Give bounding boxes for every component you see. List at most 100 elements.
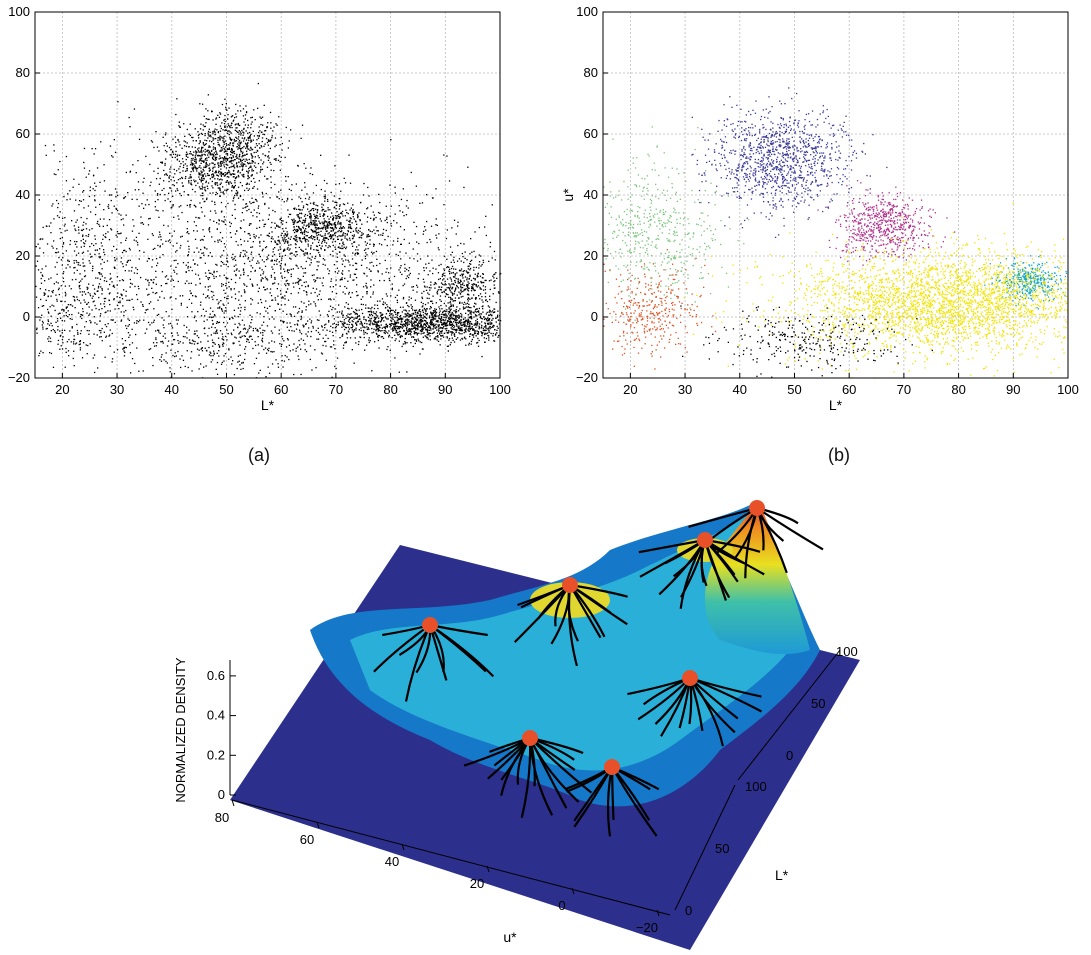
scatter-point: [395, 214, 396, 215]
scatter-point: [405, 316, 406, 317]
scatter-point: [301, 213, 302, 214]
scatter-point: [293, 219, 294, 220]
scatter-point: [371, 271, 372, 272]
scatter-point: [197, 148, 198, 149]
scatter-point: [417, 316, 418, 317]
scatter-point: [396, 222, 397, 223]
scatter-point: [465, 303, 466, 304]
scatter-point: [476, 325, 477, 326]
scatter-point: [427, 327, 428, 328]
scatter-point: [440, 278, 441, 279]
scatter-point: [442, 274, 443, 275]
scatter-point: [322, 209, 323, 210]
scatter-point: [297, 323, 298, 324]
scatter-point: [198, 355, 199, 356]
scatter-point: [79, 273, 80, 274]
scatter-point: [199, 179, 200, 180]
scatter-point: [383, 229, 384, 230]
scatter-point: [401, 274, 402, 275]
scatter-point: [205, 182, 206, 183]
scatter-point: [374, 244, 375, 245]
scatter-point: [391, 313, 392, 314]
scatter-point: [299, 217, 300, 218]
scatter-point: [269, 233, 270, 234]
scatter-point: [461, 274, 462, 275]
scatter-point: [310, 203, 311, 204]
scatter-point: [136, 237, 137, 238]
scatter-point: [180, 163, 181, 164]
scatter-point: [325, 227, 326, 228]
scatter-point: [180, 236, 181, 237]
scatter-point: [169, 239, 170, 240]
scatter-point: [282, 296, 283, 297]
scatter-point: [411, 313, 412, 314]
scatter-point: [405, 319, 406, 320]
scatter-point: [413, 314, 414, 315]
scatter-point: [130, 249, 131, 250]
scatter-point: [387, 295, 388, 296]
scatter-point: [223, 148, 224, 149]
scatter-point: [240, 182, 241, 183]
scatter-point: [465, 288, 466, 289]
scatter-point: [290, 258, 291, 259]
scatter-point: [433, 326, 434, 327]
scatter-point: [466, 279, 467, 280]
scatter-point: [167, 175, 168, 176]
scatter-point: [433, 268, 434, 269]
scatter-point: [447, 294, 448, 295]
scatter-point: [429, 317, 430, 318]
scatter-point: [86, 313, 87, 314]
scatter-point: [363, 194, 364, 195]
scatter-point: [384, 239, 385, 240]
scatter-point: [206, 311, 207, 312]
scatter-point: [247, 206, 248, 207]
scatter-point: [236, 176, 237, 177]
scatter-point: [359, 237, 360, 238]
scatter-point: [207, 154, 208, 155]
scatter-point: [261, 145, 262, 146]
scatter-point: [186, 170, 187, 171]
scatter-point: [450, 298, 451, 299]
scatter-point: [390, 317, 391, 318]
scatter-point: [481, 356, 482, 357]
scatter-point: [121, 257, 122, 258]
scatter-point: [350, 226, 351, 227]
scatter-point: [240, 131, 241, 132]
scatter-point: [334, 207, 335, 208]
scatter-point: [223, 138, 224, 139]
scatter-point: [316, 205, 317, 206]
scatter-point: [327, 216, 328, 217]
scatter-point: [285, 239, 286, 240]
scatter-point: [257, 284, 258, 285]
scatter-point: [215, 138, 216, 139]
scatter-point: [218, 172, 219, 173]
scatter-point: [420, 321, 421, 322]
scatter-point: [451, 280, 452, 281]
scatter-point: [231, 223, 232, 224]
scatter-point: [190, 290, 191, 291]
scatter-point: [245, 143, 246, 144]
scatter-point: [102, 268, 103, 269]
scatter-point: [417, 260, 418, 261]
scatter-point: [455, 300, 456, 301]
scatter-point: [374, 324, 375, 325]
scatter-point: [202, 187, 203, 188]
scatter-point: [445, 289, 446, 290]
scatter-point: [187, 142, 188, 143]
scatter-point: [488, 337, 489, 338]
scatter-point: [227, 180, 228, 181]
scatter-point: [233, 157, 234, 158]
scatter-point: [341, 245, 342, 246]
scatter-point: [321, 207, 322, 208]
scatter-point: [354, 254, 355, 255]
scatter-point: [320, 256, 321, 257]
scatter-point: [202, 211, 203, 212]
scatter-point: [268, 255, 269, 256]
scatter-point: [399, 372, 400, 373]
scatter-point: [116, 258, 117, 259]
scatter-point: [377, 301, 378, 302]
scatter-point: [286, 200, 287, 201]
scatter-point: [426, 321, 427, 322]
scatter-point: [369, 314, 370, 315]
scatter-point: [218, 132, 219, 133]
